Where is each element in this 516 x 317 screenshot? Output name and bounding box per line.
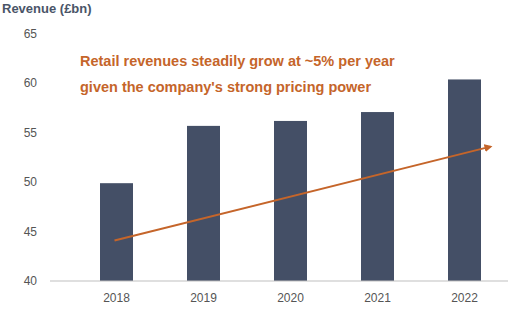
annotation: Retail revenues steadily grow at ~5% per… bbox=[80, 53, 395, 69]
y-tick bbox=[41, 281, 44, 282]
x-tick-label: 2022 bbox=[451, 291, 478, 305]
y-tick bbox=[41, 231, 44, 232]
chart: Revenue (£bn) 40 45 50 55 60 65 2018 2019 2020 202… bbox=[0, 0, 516, 317]
x-tick-label: 2019 bbox=[190, 291, 217, 305]
y-tick bbox=[41, 34, 44, 35]
x-axis bbox=[50, 281, 508, 282]
bar bbox=[187, 126, 220, 281]
y-tick bbox=[41, 132, 44, 133]
bar bbox=[100, 183, 133, 281]
y-tick-label: 50 bbox=[24, 175, 38, 189]
y-tick-label: 60 bbox=[24, 76, 38, 90]
y-tick-label: 55 bbox=[24, 126, 38, 140]
bar bbox=[448, 79, 481, 281]
trend-arrow bbox=[115, 147, 491, 241]
y-tick-label: 40 bbox=[24, 274, 38, 288]
x-tick-label: 2021 bbox=[364, 291, 391, 305]
bars bbox=[100, 79, 481, 281]
y-tick bbox=[41, 182, 44, 183]
y-tick-label: 65 bbox=[24, 27, 38, 41]
x-tick-label: 2020 bbox=[277, 291, 304, 305]
bar bbox=[274, 121, 307, 281]
x-tick-label: 2018 bbox=[103, 291, 130, 305]
y-tick bbox=[41, 83, 44, 84]
bar bbox=[361, 112, 394, 281]
trend-arrow-group bbox=[115, 147, 491, 241]
annotation: given the company's strong pricing power bbox=[80, 79, 371, 95]
y-tick-label: 45 bbox=[24, 225, 38, 239]
title: Revenue (£bn) bbox=[2, 1, 92, 16]
